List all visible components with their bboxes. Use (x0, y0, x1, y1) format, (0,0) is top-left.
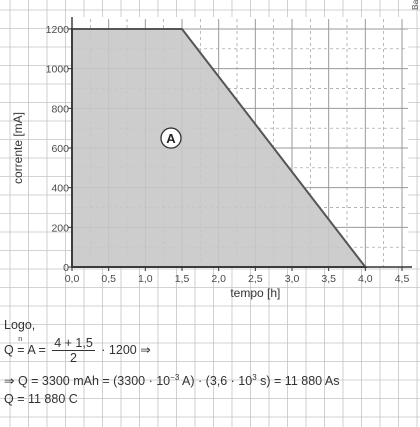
x-axis-title: tempo [h] (230, 286, 280, 300)
eq2-part1: ⇒ Q = 3300 mAh = (3300 · 10 (4, 374, 171, 389)
solution-line-3: Q = 11 880 C (4, 392, 78, 406)
eq2-part2: A) · (3,6 · 10 (179, 374, 253, 389)
solution-line-1: Q n = A = 4 + 1,5 2 · 1200 ⇒ (4, 336, 151, 365)
x-tick-label: 2,5 (248, 273, 263, 285)
solution-intro: Logo, (4, 318, 36, 332)
y-tick-label: 800 (51, 103, 69, 115)
eq2-exp2: 3 (252, 373, 257, 382)
y-axis-title: corrente [mA] (11, 112, 25, 184)
eq1-q: Q (4, 342, 14, 357)
x-tick-label: 0,0 (65, 273, 80, 285)
y-tick-label: 0 (63, 262, 69, 274)
x-tick-label: 1,0 (138, 273, 153, 285)
eq2-part3: s) = 11 880 As (256, 374, 340, 389)
eq1-equals: = (17, 342, 25, 357)
x-tick-label: 2,0 (211, 273, 226, 285)
y-tick-label: 1200 (46, 24, 70, 36)
x-tick-label: 4,0 (358, 273, 373, 285)
y-tick-label: 400 (51, 183, 69, 195)
x-tick-label: 0,5 (101, 273, 116, 285)
y-tick-label: 200 (51, 222, 69, 234)
y-axis-ticks: 0 200 400 600 800 1000 1200 (46, 24, 72, 274)
eq2-exp1: −3 (170, 373, 180, 382)
eq1-fraction: 4 + 1,5 2 (52, 336, 95, 365)
eq1-a: A = (27, 342, 46, 357)
x-tick-label: 3,5 (321, 273, 336, 285)
y-tick-label: 600 (51, 143, 69, 155)
solution-line-2: ⇒ Q = 3300 mAh = (3300 · 10−3 A) · (3,6 … (4, 373, 339, 388)
y-tick-label: 1000 (46, 64, 70, 76)
x-tick-label: 4,5 (395, 273, 410, 285)
eq1-right: · 1200 ⇒ (101, 342, 151, 357)
image-credit: Banco de imagens/Arquivo da editora (410, 0, 420, 10)
area-label-A: A (160, 127, 182, 149)
annotation-label: A (166, 131, 176, 146)
eq1-numerator: 4 + 1,5 (52, 336, 95, 351)
x-axis-ticks: 0,0 0,5 1,0 1,5 2,0 2,5 3,0 3,5 4,0 4,5 (65, 267, 410, 285)
x-tick-label: 3,0 (285, 273, 300, 285)
x-tick-label: 1,5 (175, 273, 190, 285)
eq1-n: n (18, 335, 23, 343)
chart: 0,0 0,5 1,0 1,5 2,0 2,5 3,0 3,5 4,0 4,5 0 200 400 60… (11, 17, 412, 300)
annotation-circle (160, 127, 182, 149)
eq1-denominator: 2 (70, 351, 77, 365)
